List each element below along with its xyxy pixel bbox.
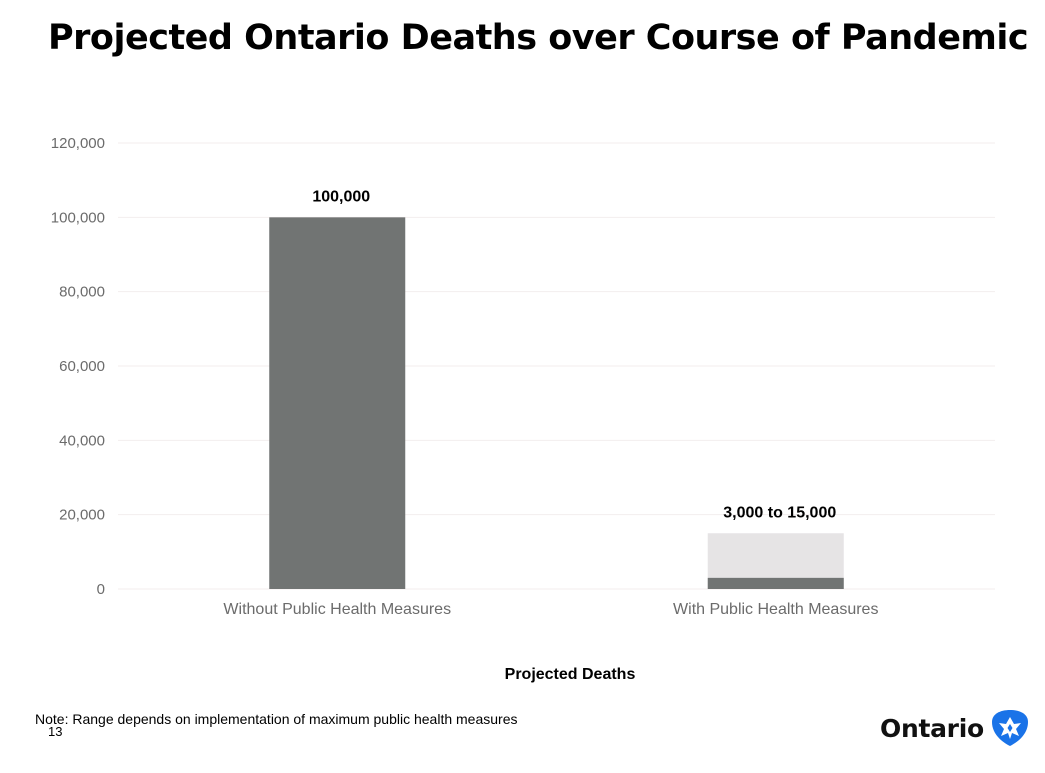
y-tick-label: 120,000 (51, 135, 105, 152)
page-number: 13 (48, 724, 63, 739)
x-axis-label: Projected Deaths (504, 666, 636, 683)
bar (269, 217, 406, 590)
logo-text: Ontario (880, 713, 984, 743)
y-tick-label: 0 (97, 581, 105, 598)
y-tick-label: 40,000 (59, 432, 105, 449)
x-tick-label: With Public Health Measures (673, 601, 878, 618)
footnote: Note: Range depends on implementation of… (35, 711, 518, 727)
y-tick-label: 60,000 (59, 358, 105, 375)
data-label: 3,000 to 15,000 (723, 504, 836, 521)
x-tick-label: Without Public Health Measures (223, 601, 451, 618)
y-tick-label: 20,000 (59, 507, 105, 524)
bar (707, 577, 844, 589)
page-title: Projected Ontario Deaths over Course of … (48, 18, 1029, 58)
y-tick-label: 100,000 (51, 209, 105, 226)
trillium-icon (991, 710, 1028, 746)
data-label: 100,000 (312, 188, 370, 205)
y-tick-label: 80,000 (59, 284, 105, 301)
ontario-logo: Ontario (880, 708, 1030, 748)
